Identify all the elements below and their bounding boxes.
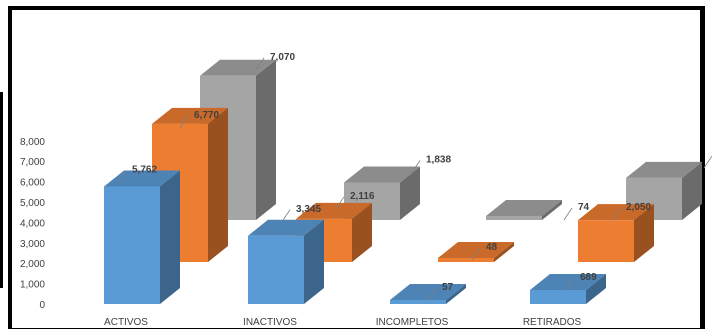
x-category-label: INACTIVOS [243,317,297,328]
bar-top [578,204,654,221]
label-leader [427,287,437,301]
bar-side [208,107,228,262]
bar-side [494,242,514,262]
bar-top [200,59,276,76]
label-leader [117,170,127,183]
bar-top [530,273,606,290]
bar-side [446,284,466,304]
bar-top [626,161,702,178]
data-label: 74 [578,202,590,213]
bar-side [304,219,324,304]
label-leader [703,155,713,169]
bar-side [256,59,276,220]
bar [104,186,160,304]
data-label: 5,762 [132,164,157,175]
label-leader [281,209,291,222]
label-leader [471,247,481,261]
bar [530,289,586,304]
data-label: 57 [442,282,454,293]
y-tick-label: 7,000 [20,157,45,168]
label-leader [255,57,265,70]
y-tick-label: 5,000 [20,198,45,209]
x-category-label: INCOMPLETOS [376,317,449,328]
bar-side [634,204,654,262]
bar [438,258,494,262]
bar-top [344,166,420,183]
y-tick-label: 0 [39,300,45,311]
bar-side [352,202,372,262]
data-label: 2,050 [626,202,651,213]
data-label: 7,070 [270,52,295,63]
bar-top [390,284,466,300]
data-label: 3,345 [296,204,321,215]
label-leader [179,115,189,129]
label-leader [611,207,621,221]
y-tick-label: 2,000 [20,259,45,270]
data-labels: 7,0701,838742,0636,7702,116482,0505,7623… [117,52,713,301]
y-axis: 0 1,000 2,000 3,000 4,000 5,000 6,000 7,000 8,00… [20,137,45,311]
data-label: 689 [580,272,597,283]
y-tick-label: 3,000 [20,239,45,250]
label-leader [335,196,345,210]
y-tick-label: 8,000 [20,137,45,148]
bar-top [248,219,324,236]
label-leader [563,207,573,221]
x-category-label: ACTIVOS [104,317,148,328]
y-tick-label: 4,000 [20,218,45,229]
y-tick-label: 1,000 [20,280,45,291]
bar [578,220,634,262]
bar-top [486,200,562,216]
x-category-label: RETIRADOS [523,317,582,328]
bar-top [296,202,372,219]
bar-side [160,170,180,304]
y-tick-label: 6,000 [20,178,45,189]
label-leader [565,277,575,291]
bars [104,59,702,304]
bar [486,216,542,220]
bar-top [152,107,228,124]
x-axis: ACTIVOS INACTIVOS INCOMPLETOS RETIRADOS [104,317,581,328]
left-edge-mark [0,92,3,288]
bar-side [682,161,702,220]
bar-side [542,200,562,220]
bar [248,235,304,304]
bar-side [586,273,606,304]
label-leader [411,160,421,173]
data-label: 2,116 [350,191,375,202]
bar-top [438,242,514,258]
data-label: 1,838 [426,155,451,166]
data-label: 48 [486,242,498,253]
bar [390,300,446,304]
bar-side [400,166,420,220]
data-label: 6,770 [194,110,219,121]
